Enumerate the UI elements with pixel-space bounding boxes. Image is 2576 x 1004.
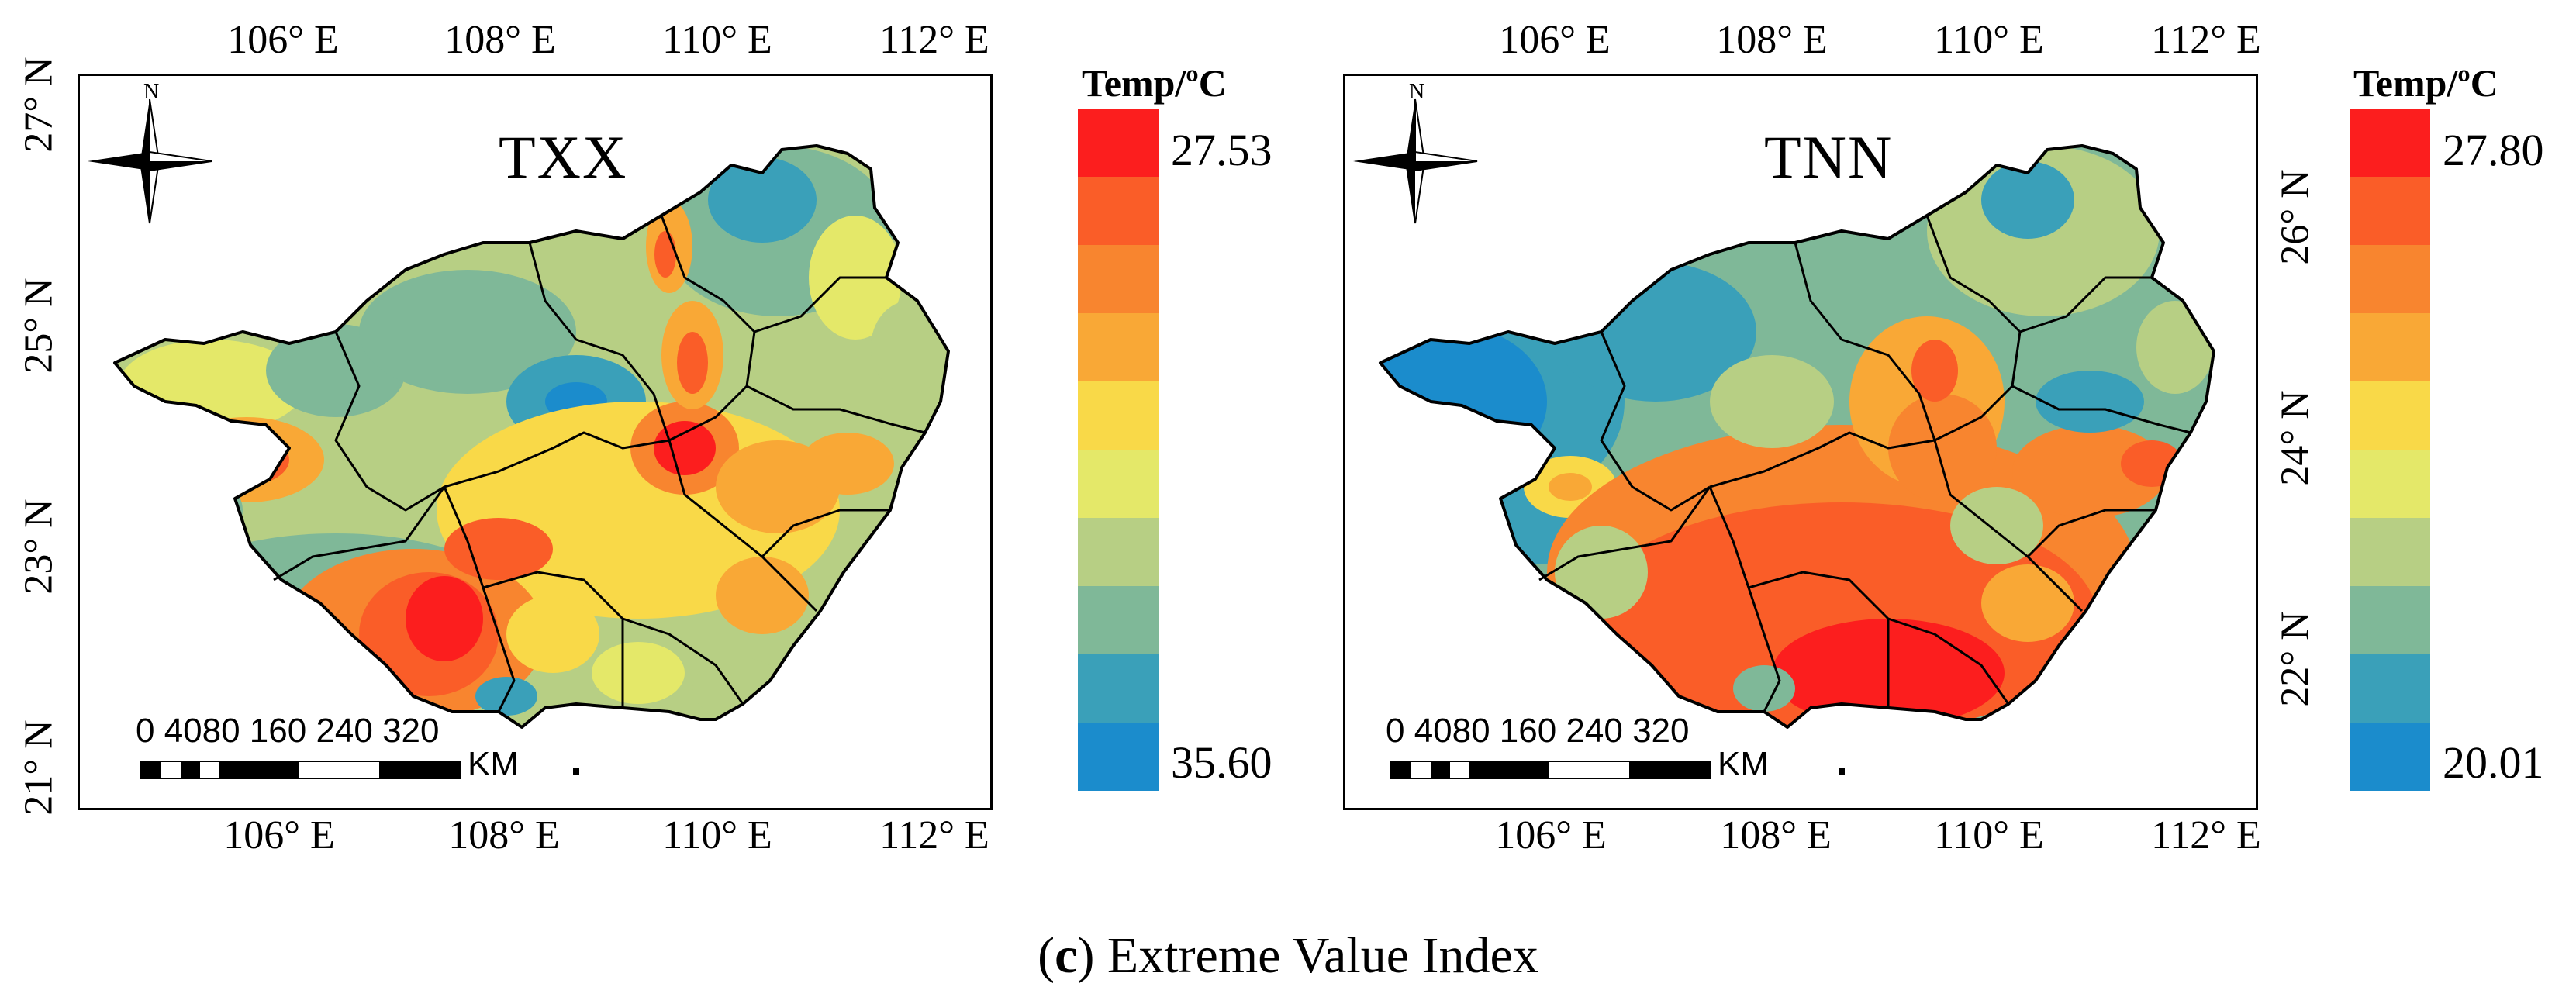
legend-swatch [1078,450,1159,518]
legend-swatch [2350,245,2430,313]
lon-tick-108-bottom: 108° E [448,813,560,857]
north-label: N [1409,80,1427,104]
lon-tick-106-bottom: 106° E [1495,813,1607,857]
map-panel-txx: 106° E 108° E 110° E 112° E 27° N 25° N … [0,0,1287,892]
legend-swatch [1078,109,1159,177]
legend-swatch [2350,723,2430,791]
lat-tick-26: 26° N [2273,169,2318,265]
legend-swatch [1078,586,1159,654]
temperature-map-txx [113,144,950,775]
map-title-txx: TXX [499,123,628,191]
scale-bar-unit: KM [468,745,519,783]
legend-color-bar-tnn [2350,109,2430,791]
legend-max-txx: 27.53 [1171,125,1272,175]
lon-tick-110-bottom: 110° E [1934,813,2044,857]
lon-tick-112-bottom: 112° E [879,813,989,857]
scale-bar [140,761,461,779]
legend-swatch [1078,177,1159,245]
temperature-map-tnn [1379,144,2215,775]
lon-tick-106-bottom: 106° E [223,813,335,857]
map-frame-tnn: N TNN 0 4080 160 240 320 KM [1343,74,2258,810]
lon-tick-108: 108° E [444,18,556,62]
lon-tick-112: 112° E [2151,18,2261,62]
map-panel-tnn: 106° E 108° E 110° E 112° E 26° N 24° N … [1287,0,2576,892]
lat-tick-27: 27° N [16,57,61,153]
lon-tick-110-bottom: 110° E [662,813,772,857]
lat-tick-22: 22° N [2273,611,2318,707]
lat-tick-25: 25° N [16,278,61,374]
legend-title-txx: Temp/ºC [1082,61,1227,105]
legend-swatch [1078,381,1159,450]
lon-tick-108-bottom: 108° E [1720,813,1832,857]
figure-caption: (c) Extreme Value Index [1038,927,1538,984]
legend-swatch [2350,109,2430,177]
legend-swatch [1078,654,1159,723]
lat-tick-24: 24° N [2273,390,2318,486]
legend-max-tnn: 27.80 [2443,125,2544,175]
lon-tick-106: 106° E [1499,18,1611,62]
legend-swatch [1078,518,1159,586]
lon-tick-106: 106° E [227,18,339,62]
caption-text: Extreme Value Index [1107,927,1538,984]
north-label: N [143,80,161,104]
lat-tick-23: 23° N [16,499,61,595]
legend-swatch [2350,518,2430,586]
legend-swatch [2350,177,2430,245]
lon-tick-110: 110° E [1934,18,2044,62]
legend-title-tnn: Temp/ºC [2353,61,2498,105]
legend-swatch [1078,723,1159,791]
scale-bar-labels: 0 4080 160 240 320 [136,712,440,750]
legend-min-tnn: 20.01 [2443,737,2544,788]
north-arrow-icon [88,98,212,224]
legend-color-bar-txx [1078,109,1159,791]
legend-swatch [2350,586,2430,654]
map-frame-txx: N TXX 0 4080 160 240 320 KM [78,74,993,810]
scale-bar-labels: 0 4080 160 240 320 [1386,712,1690,750]
lat-tick-21: 21° N [16,719,61,816]
legend-swatch [2350,381,2430,450]
scale-bar-unit: KM [1718,745,1769,783]
scale-bar [1390,761,1711,779]
caption-letter: c [1055,927,1078,984]
legend-swatch [2350,450,2430,518]
legend-swatch [2350,654,2430,723]
legend-swatch [1078,245,1159,313]
map-title-tnn: TNN [1764,123,1894,191]
legend-min-txx: 35.60 [1171,737,1272,788]
legend-swatch [1078,313,1159,381]
north-arrow-icon [1353,98,1478,224]
lon-tick-112-bottom: 112° E [2151,813,2261,857]
lon-tick-112: 112° E [879,18,989,62]
lon-tick-110: 110° E [662,18,772,62]
lon-tick-108: 108° E [1716,18,1828,62]
legend-swatch [2350,313,2430,381]
